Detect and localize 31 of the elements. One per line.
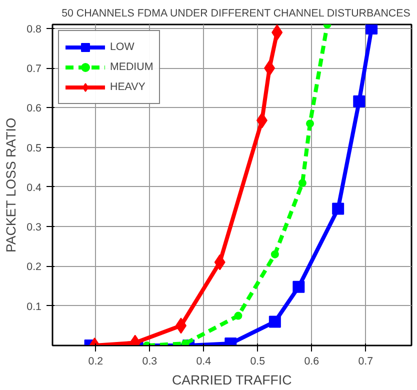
x-tick-label: 0.2 [88, 356, 104, 368]
x-tick-label: 0.5 [250, 356, 266, 368]
point [292, 280, 305, 293]
point [306, 120, 314, 128]
point [270, 250, 279, 258]
legend-label: HEAVY [110, 81, 146, 93]
y-tick-label: 0.8 [26, 23, 42, 36]
point [268, 316, 281, 328]
y-tick-label: 0.5 [26, 142, 42, 154]
legend-label: LOW [110, 41, 134, 53]
point [181, 340, 190, 346]
point [366, 24, 378, 34]
chart-title: 50 CHANNELS FDMA UNDER DIFFERENT CHANNEL DISTURBANCES [62, 8, 410, 20]
legend-label: MEDIUM [110, 61, 154, 73]
point [298, 179, 306, 188]
y-tick-label: 0.6 [26, 102, 42, 115]
x-tick-label: 0.7 [358, 356, 374, 368]
x-axis-title: CARRIED TRAFFIC [172, 372, 292, 388]
point [234, 312, 242, 320]
point [332, 202, 344, 215]
y-tick-label: 0.1 [26, 300, 42, 313]
y-tick-label: 0.7 [26, 63, 42, 76]
y-tick-label: 0.3 [26, 222, 42, 234]
point [353, 95, 366, 108]
x-tick-label: 0.6 [304, 356, 320, 368]
x-tick-label: 0.3 [142, 356, 158, 368]
y-axis-title: PACKET LOSS RATIO [4, 118, 19, 253]
point [272, 24, 283, 40]
y-tick-label: 0.4 [26, 182, 42, 194]
y-tick-label: 0.2 [26, 261, 42, 274]
x-tick-label: 0.4 [196, 356, 212, 368]
